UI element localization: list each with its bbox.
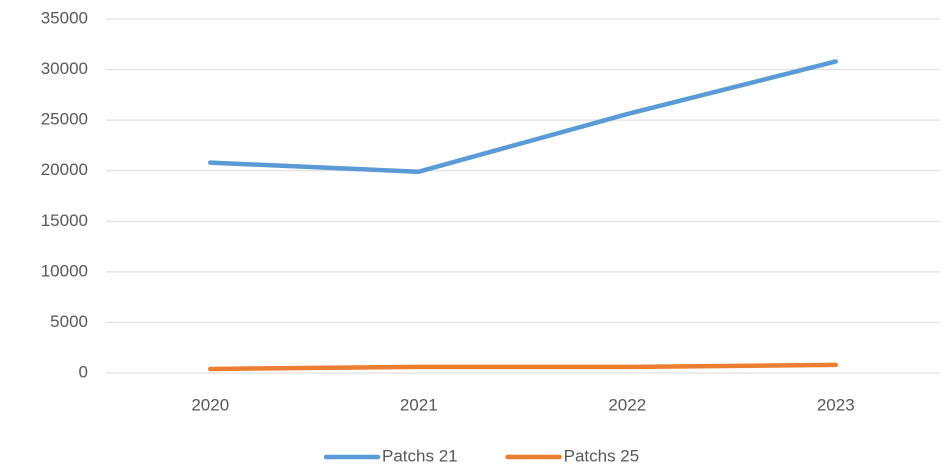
y-tick-label: 35000 bbox=[41, 8, 88, 27]
series-line bbox=[208, 362, 838, 372]
x-tick-label: 2021 bbox=[400, 395, 438, 414]
y-tick-label: 30000 bbox=[41, 59, 88, 78]
y-tick-label: 0 bbox=[79, 362, 88, 381]
legend-label: Patchs 21 bbox=[382, 446, 458, 465]
x-tick-label: 2022 bbox=[608, 395, 646, 414]
x-tick-label: 2020 bbox=[191, 395, 229, 414]
y-tick-label: 5000 bbox=[50, 312, 88, 331]
x-tick-label: 2023 bbox=[817, 395, 855, 414]
y-tick-label: 20000 bbox=[41, 160, 88, 179]
series-line bbox=[208, 59, 838, 174]
y-tick-label: 25000 bbox=[41, 110, 88, 129]
legend-label: Patchs 25 bbox=[564, 446, 640, 465]
y-tick-label: 15000 bbox=[41, 211, 88, 230]
y-tick-label: 10000 bbox=[41, 261, 88, 280]
